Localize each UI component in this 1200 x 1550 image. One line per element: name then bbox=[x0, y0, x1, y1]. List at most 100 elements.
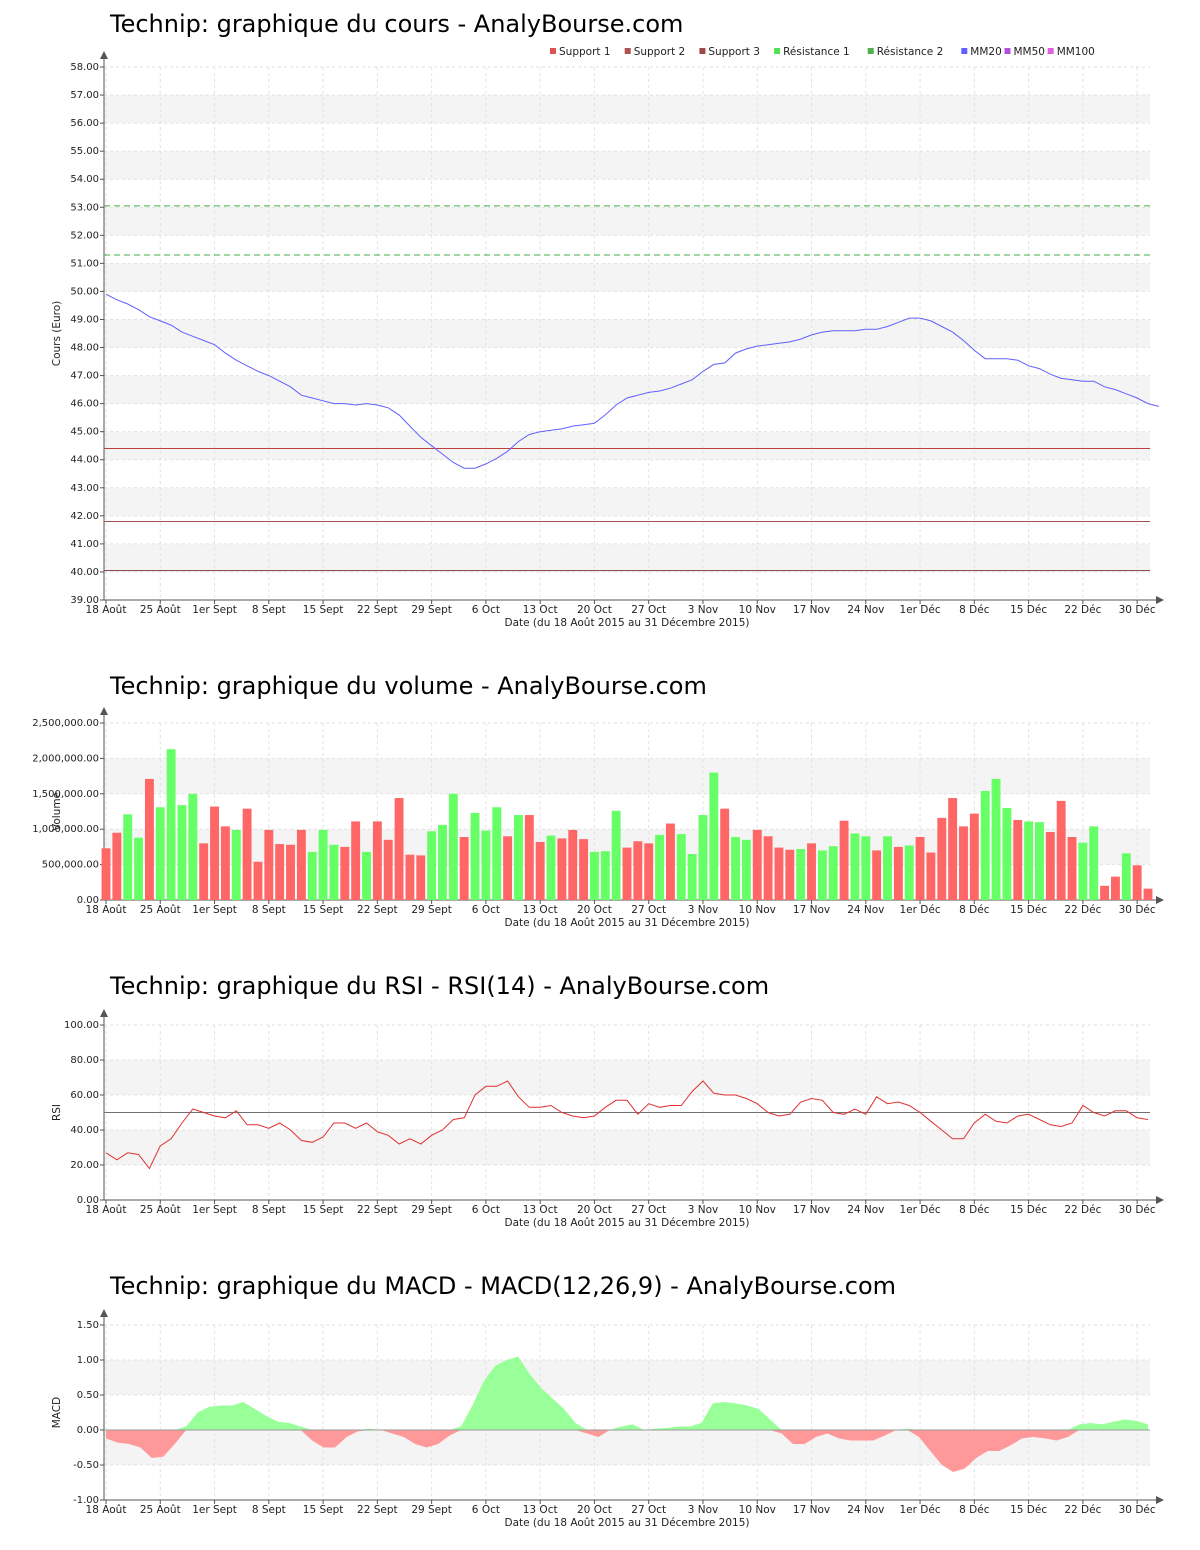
volume-y-tick-label: 0.00 bbox=[77, 895, 99, 906]
rsi-x-tick-label: 24 Nov bbox=[847, 1204, 884, 1216]
volume-bar bbox=[372, 821, 382, 900]
price-x-tick-label: 20 Oct bbox=[577, 604, 612, 616]
rsi-y-tick-label: 100.00 bbox=[64, 1020, 99, 1031]
volume-chart-title: Technip: graphique du volume - AnalyBour… bbox=[110, 672, 707, 700]
legend-label: MM20 bbox=[970, 46, 1001, 58]
rsi-y-tick-label: 0.00 bbox=[77, 1195, 99, 1206]
volume-bar bbox=[568, 829, 578, 900]
volume-bar bbox=[503, 836, 513, 900]
price-x-tick-label: 15 Sept bbox=[303, 604, 344, 616]
macd-x-tick-label: 10 Nov bbox=[739, 1504, 776, 1516]
volume-bar bbox=[112, 832, 122, 900]
price-x-tick-label: 18 Août bbox=[86, 604, 127, 616]
volume-bar bbox=[1078, 842, 1088, 900]
macd-chart: -1.00 -0.50 0.00 0.50 1.00 1.50 18 Août 25 Août… bbox=[51, 1309, 1164, 1529]
volume-bar bbox=[948, 798, 958, 900]
rsi-x-tick-label: 27 Oct bbox=[631, 1204, 666, 1216]
price-x-tick-label: 29 Sept bbox=[411, 604, 452, 616]
volume-bar bbox=[144, 778, 154, 900]
legend-label: MM50 bbox=[1014, 46, 1045, 58]
price-y-tick-label: 53.00 bbox=[70, 202, 99, 213]
price-x-tick-label: 24 Nov bbox=[847, 604, 884, 616]
volume-bar bbox=[307, 851, 317, 900]
volume-bar bbox=[535, 841, 545, 900]
volume-bar bbox=[611, 810, 621, 900]
price-chart-title: Technip: graphique du cours - AnalyBours… bbox=[110, 10, 684, 38]
macd-x-tick-label: 6 Oct bbox=[472, 1504, 500, 1516]
price-x-tick-label: 30 Déc bbox=[1119, 604, 1156, 616]
price-x-tick-label: 6 Oct bbox=[472, 604, 500, 616]
volume-bar bbox=[698, 815, 708, 900]
volume-bar bbox=[589, 851, 599, 900]
volume-bar bbox=[427, 831, 437, 900]
volume-bar bbox=[405, 854, 415, 900]
price-x-tick-label: 8 Déc bbox=[959, 604, 990, 616]
volume-x-tick-label: 20 Oct bbox=[577, 904, 612, 916]
volume-bar bbox=[1045, 832, 1055, 900]
rsi-y-tick-label: 40.00 bbox=[70, 1125, 99, 1136]
volume-x-axis-label: Date (du 18 Août 2015 au 31 Décembre 201… bbox=[505, 917, 750, 929]
price-chart: 39.00 40.00 41.00 42.00 43.00 44.00 45.00 46.00… bbox=[51, 46, 1164, 629]
macd-x-axis-arrow bbox=[1156, 1496, 1164, 1504]
volume-bar bbox=[546, 835, 556, 900]
volume-y-axis-label: Volume bbox=[51, 792, 63, 831]
volume-y-tick-label: 2,000,000.00 bbox=[32, 753, 99, 764]
price-y-tick-label: 54.00 bbox=[70, 174, 99, 185]
rsi-x-axis-arrow bbox=[1156, 1196, 1164, 1204]
macd-y-axis-label: MACD bbox=[51, 1397, 63, 1428]
volume-x-tick-label: 17 Nov bbox=[793, 904, 830, 916]
volume-bar bbox=[1089, 826, 1099, 900]
volume-bar bbox=[720, 808, 730, 900]
volume-bar bbox=[166, 749, 176, 900]
macd-y-tick-label: 0.50 bbox=[77, 1390, 99, 1401]
legend-swatch bbox=[1047, 48, 1054, 54]
volume-bar bbox=[633, 841, 643, 900]
price-y-tick-label: 46.00 bbox=[70, 399, 99, 410]
volume-bar bbox=[220, 826, 230, 900]
macd-x-tick-label: 27 Oct bbox=[631, 1504, 666, 1516]
volume-bar bbox=[1067, 836, 1077, 900]
volume-bar bbox=[893, 846, 903, 900]
volume-bar bbox=[1100, 885, 1110, 900]
volume-bar bbox=[817, 850, 827, 900]
rsi-x-tick-label: 17 Nov bbox=[793, 1204, 830, 1216]
volume-bar bbox=[752, 829, 762, 900]
volume-bar bbox=[676, 834, 686, 900]
price-x-tick-label: 22 Déc bbox=[1064, 604, 1101, 616]
price-y-tick-label: 52.00 bbox=[70, 230, 99, 241]
rsi-grid-band bbox=[104, 1060, 1150, 1095]
volume-x-tick-label: 29 Sept bbox=[411, 904, 452, 916]
volume-x-tick-label: 8 Déc bbox=[959, 904, 990, 916]
rsi-x-tick-label: 25 Août bbox=[140, 1204, 181, 1216]
legend-swatch bbox=[774, 48, 781, 54]
volume-y-axis-arrow bbox=[100, 707, 108, 715]
volume-bar bbox=[1056, 800, 1066, 900]
volume-bar bbox=[492, 807, 502, 900]
macd-x-tick-label: 30 Déc bbox=[1119, 1504, 1156, 1516]
price-y-tick-label: 47.00 bbox=[70, 371, 99, 382]
price-y-tick-label: 43.00 bbox=[70, 483, 99, 494]
rsi-chart: 0.00 20.00 40.00 60.00 80.00 100.00 18 Août 25 … bbox=[51, 1009, 1164, 1229]
volume-bar bbox=[807, 843, 816, 900]
legend-label: Résistance 2 bbox=[877, 46, 944, 58]
volume-bar bbox=[448, 793, 458, 900]
legend-label: MM100 bbox=[1057, 46, 1095, 58]
volume-bar bbox=[123, 814, 133, 900]
volume-bar bbox=[199, 843, 209, 900]
price-y-tick-label: 48.00 bbox=[70, 343, 99, 354]
volume-bar bbox=[904, 845, 914, 900]
price-x-axis-label: Date (du 18 Août 2015 au 31 Décembre 201… bbox=[505, 617, 750, 629]
macd-x-tick-label: 15 Déc bbox=[1010, 1504, 1047, 1516]
price-grid-band bbox=[104, 319, 1150, 348]
volume-x-tick-label: 22 Sept bbox=[357, 904, 398, 916]
rsi-line bbox=[105, 1080, 1149, 1170]
volume-bar bbox=[665, 823, 675, 900]
volume-y-tick-label: 1,000,000.00 bbox=[32, 824, 99, 835]
volume-x-tick-label: 30 Déc bbox=[1119, 904, 1156, 916]
price-y-tick-label: 51.00 bbox=[70, 258, 99, 269]
rsi-x-tick-label: 22 Déc bbox=[1064, 1204, 1101, 1216]
macd-x-tick-label: 8 Déc bbox=[959, 1504, 990, 1516]
volume-bar bbox=[828, 846, 838, 900]
volume-bar bbox=[1013, 819, 1023, 900]
volume-x-axis-arrow bbox=[1156, 896, 1164, 904]
